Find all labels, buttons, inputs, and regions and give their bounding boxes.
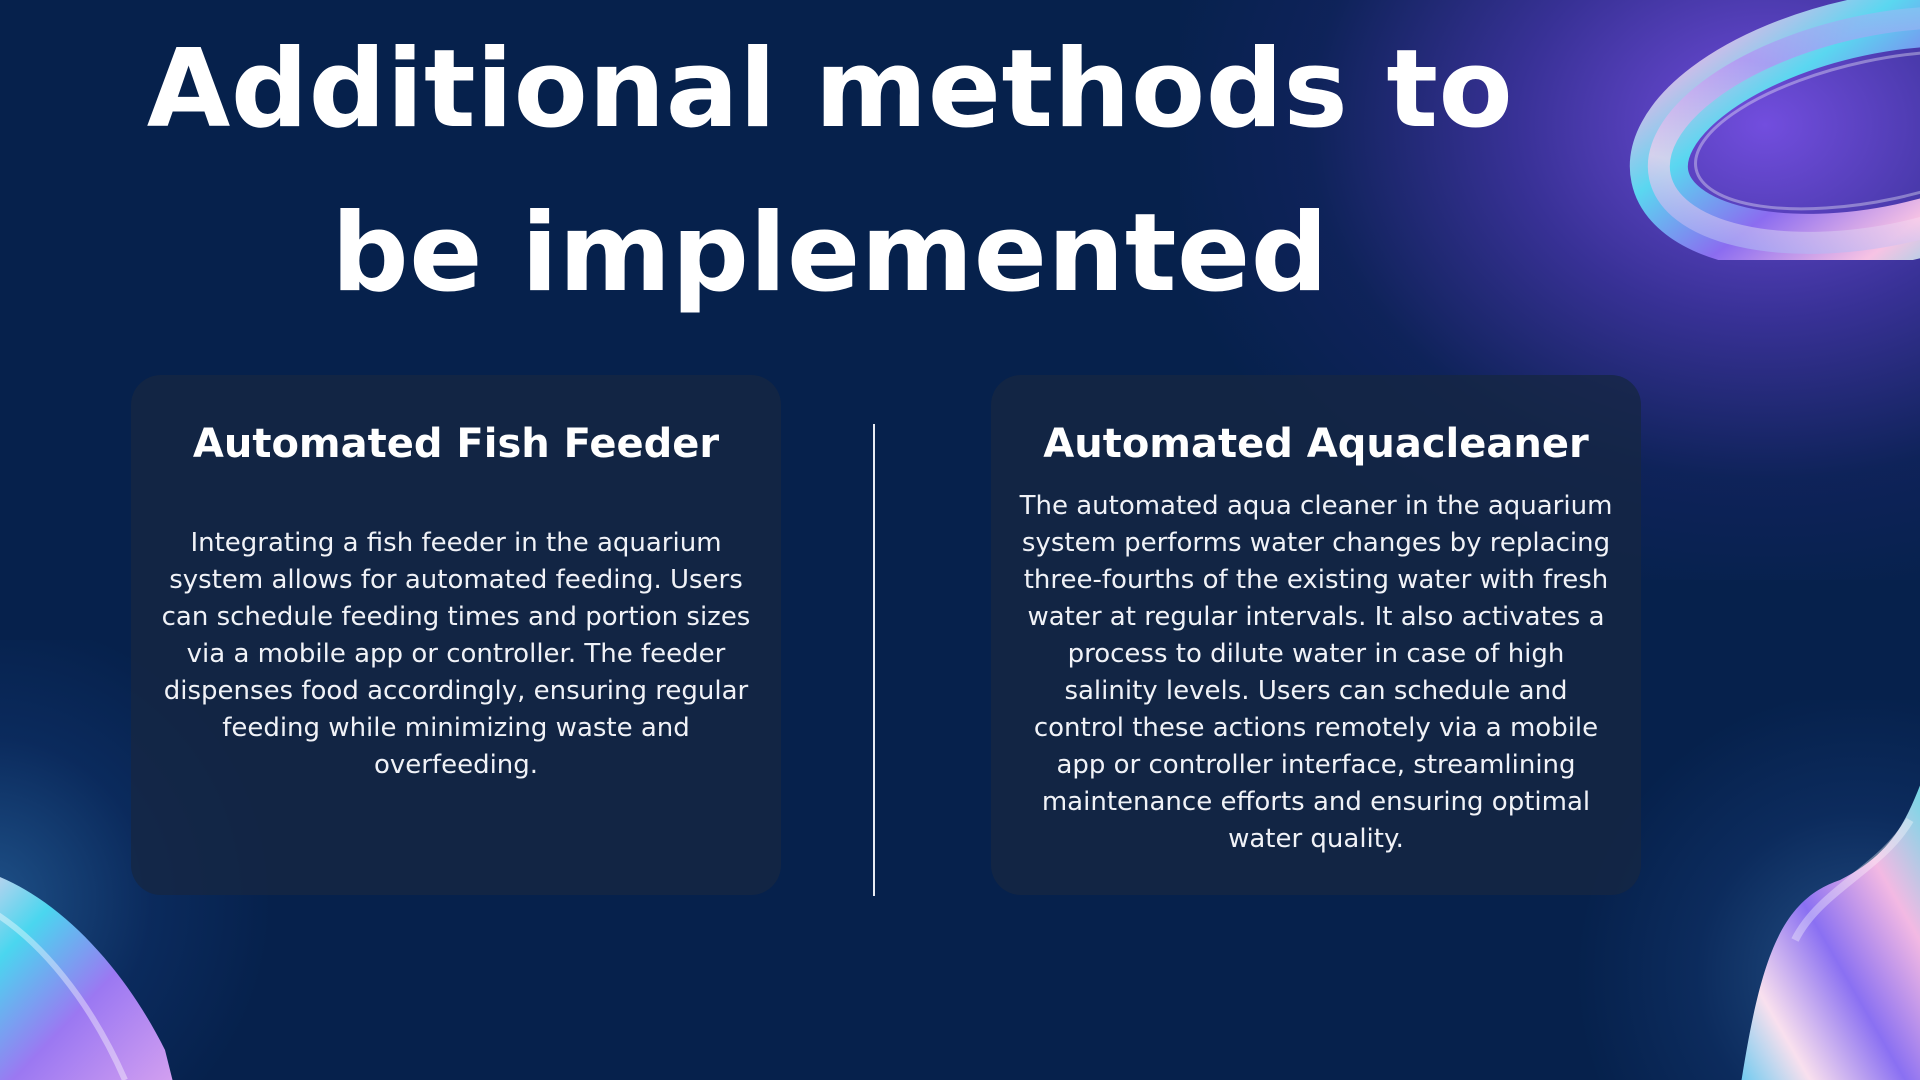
card-heading: Automated Aquacleaner [1043, 421, 1589, 467]
holographic-blob-icon [1741, 785, 1920, 1080]
card-heading: Automated Fish Feeder [192, 421, 720, 467]
card-body: Integrating a fish feeder in the aquariu… [161, 528, 751, 780]
page-title: Additional methods to be implemented [146, 27, 1514, 316]
fish-feeder-card: Automated Fish Feeder Integrating a fish… [131, 375, 781, 895]
vertical-divider [873, 424, 875, 896]
aquacleaner-card: Automated Aquacleaner The automated aqua… [991, 375, 1641, 895]
card-body: The automated aqua cleaner in the aquari… [1019, 491, 1613, 854]
holographic-ring-icon [1629, 0, 1920, 260]
